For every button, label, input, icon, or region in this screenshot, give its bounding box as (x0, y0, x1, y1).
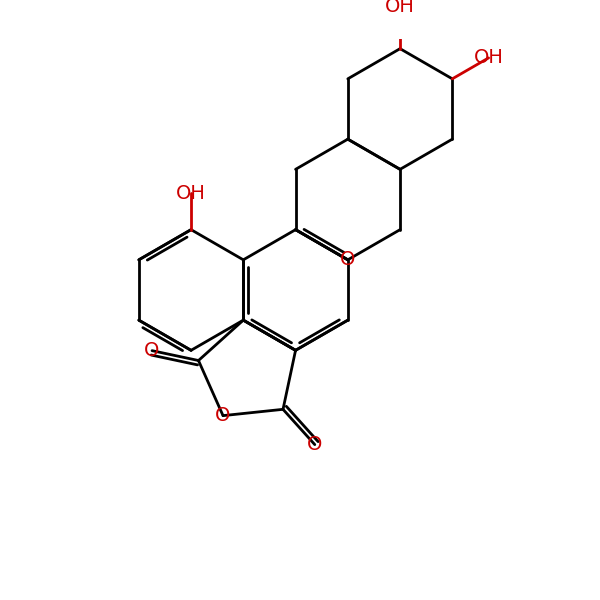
Text: OH: OH (176, 184, 206, 203)
Text: OH: OH (385, 0, 415, 16)
Text: O: O (340, 250, 356, 269)
Text: O: O (307, 435, 322, 454)
Text: O: O (215, 406, 231, 425)
Text: OH: OH (473, 49, 503, 67)
Text: O: O (145, 341, 160, 360)
